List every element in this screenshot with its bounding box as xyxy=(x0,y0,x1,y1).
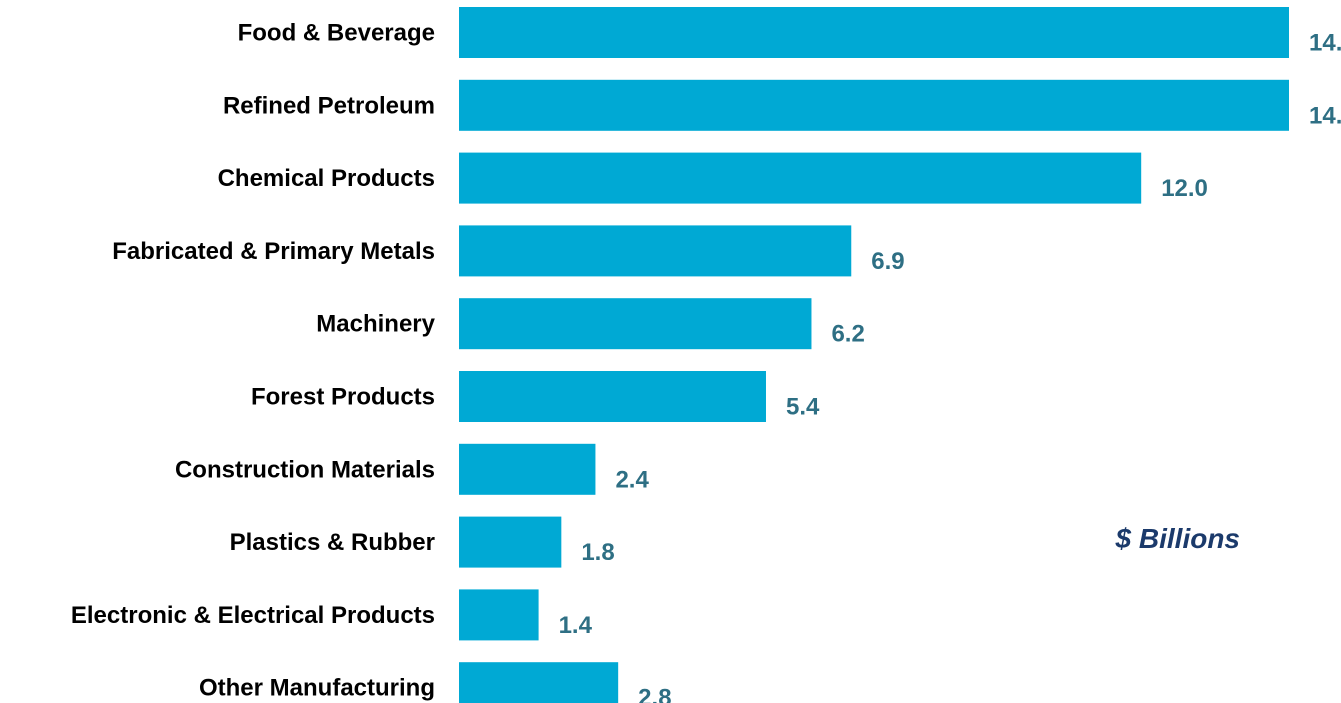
bar-construction-materials xyxy=(459,443,596,495)
category-label-forest-products: Forest Products xyxy=(251,384,435,411)
bar-fabricated-and-primary-metals xyxy=(459,225,852,277)
category-label-plastics-and-rubber: Plastics & Rubber xyxy=(230,529,435,556)
category-label-food-and-beverage: Food & Beverage xyxy=(238,20,435,47)
category-label-other-manufacturing: Other Manufacturing xyxy=(199,675,435,702)
value-labels-group: 14.6 14.6 12.0 6.9 6.2 5.4 2.4 1.8 1.4 2.8 xyxy=(559,30,1341,703)
value-label-construction-materials: 2.4 xyxy=(615,466,649,493)
category-label-refined-petroleum: Refined Petroleum xyxy=(223,92,435,119)
category-label-machinery: Machinery xyxy=(316,311,435,338)
value-label-electronic-and-electrical-products: 1.4 xyxy=(559,612,593,639)
bar-refined-petroleum xyxy=(459,79,1289,131)
category-label-chemical-products: Chemical Products xyxy=(218,165,435,192)
value-label-chemical-products: 12.0 xyxy=(1161,175,1208,202)
bar-forest-products xyxy=(459,371,766,422)
value-label-refined-petroleum: 14.6 xyxy=(1309,102,1341,129)
category-label-fabricated-and-primary-metals: Fabricated & Primary Metals xyxy=(112,238,435,265)
category-label-electronic-and-electrical-products: Electronic & Electrical Products xyxy=(71,602,435,629)
bar-machinery xyxy=(459,298,812,350)
value-label-machinery: 6.2 xyxy=(831,321,864,348)
value-label-other-manufacturing: 2.8 xyxy=(638,685,671,703)
value-label-forest-products: 5.4 xyxy=(786,394,820,421)
bar-chemical-products xyxy=(459,152,1142,204)
value-label-plastics-and-rubber: 1.8 xyxy=(581,539,614,566)
category-label-construction-materials: Construction Materials xyxy=(175,456,435,483)
value-label-food-and-beverage: 14.6 xyxy=(1309,30,1341,57)
bar-plastics-and-rubber xyxy=(459,516,562,568)
category-labels-group: Food & Beverage Refined Petroleum Chemical… xyxy=(71,20,436,702)
bars-group xyxy=(459,7,1289,703)
bar-electronic-and-electrical-products xyxy=(459,589,539,641)
value-label-fabricated-and-primary-metals: 6.9 xyxy=(871,248,904,275)
bar-food-and-beverage xyxy=(459,7,1289,58)
units-annotation: $ Billions xyxy=(1115,523,1240,554)
bar-other-manufacturing xyxy=(459,662,619,703)
